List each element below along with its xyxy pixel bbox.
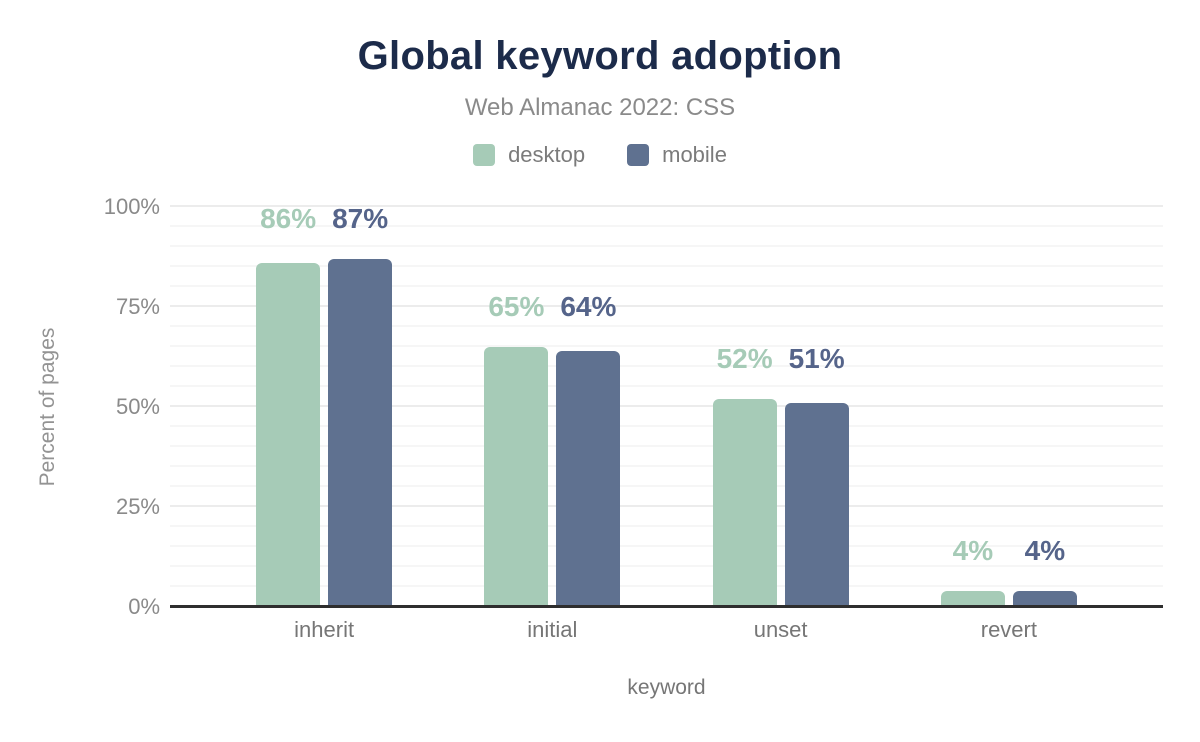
major-gridline bbox=[170, 305, 1163, 307]
value-label-initial-desktop: 65% bbox=[488, 291, 545, 322]
chart-title: Global keyword adoption bbox=[357, 34, 843, 78]
bar-group-inherit: 86% 87% bbox=[210, 203, 438, 607]
minor-gridline bbox=[170, 465, 1163, 467]
minor-gridline bbox=[170, 345, 1163, 347]
y-tick-label: 75% bbox=[115, 294, 160, 319]
y-tick-label: 25% bbox=[115, 494, 160, 519]
minor-gridline bbox=[170, 245, 1163, 247]
y-tick-label: 50% bbox=[115, 394, 160, 419]
minor-gridline bbox=[170, 265, 1163, 267]
bar-revert-mobile[interactable] bbox=[1012, 591, 1077, 607]
minor-gridline bbox=[170, 425, 1163, 427]
bar-initial-mobile[interactable] bbox=[556, 351, 621, 607]
minor-gridline bbox=[170, 285, 1163, 287]
chart-subtitle: Web Almanac 2022: CSS bbox=[464, 94, 736, 121]
legend-item-mobile[interactable]: mobile bbox=[627, 142, 727, 168]
x-tick-label-inherit: inherit bbox=[294, 617, 355, 642]
bar-group-initial: 65% 64% bbox=[438, 207, 666, 607]
x-tick-label-unset: unset bbox=[753, 617, 808, 642]
legend-label-mobile: mobile bbox=[662, 142, 727, 167]
bar-inherit-desktop[interactable] bbox=[256, 263, 321, 607]
legend-swatch-desktop-icon bbox=[473, 144, 496, 166]
minor-gridline bbox=[170, 385, 1163, 387]
bar-group-revert: 4% 4% bbox=[895, 207, 1123, 607]
minor-gridline bbox=[170, 445, 1163, 447]
minor-gridline bbox=[170, 525, 1163, 527]
minor-gridline bbox=[170, 225, 1163, 227]
bar-unset-desktop[interactable] bbox=[712, 399, 777, 607]
x-axis-tick-labels: inherit initial unset revert bbox=[210, 617, 1123, 643]
y-axis-tick-labels: 0% 25% 50% 75% 100% bbox=[0, 194, 160, 619]
minor-gridline bbox=[170, 485, 1163, 487]
bar-initial-desktop[interactable] bbox=[484, 347, 549, 607]
bar-revert-desktop[interactable] bbox=[940, 591, 1005, 607]
value-label-revert-desktop: 4% bbox=[952, 535, 994, 566]
x-tick-label-revert: revert bbox=[980, 617, 1037, 642]
bar-group-unset: 52% 51% bbox=[667, 207, 895, 607]
value-label-unset-mobile: 51% bbox=[788, 343, 845, 374]
bar-inherit-mobile[interactable] bbox=[328, 259, 393, 607]
plot-area: 86% 87% 65% 64% 52% 51% 4% 4% bbox=[170, 203, 1163, 608]
y-tick-label: 100% bbox=[103, 194, 160, 219]
minor-gridline bbox=[170, 585, 1163, 587]
value-label-inherit-mobile: 87% bbox=[332, 203, 389, 234]
value-label-inherit-desktop: 86% bbox=[260, 203, 317, 234]
bar-groups: 86% 87% 65% 64% 52% 51% 4% 4% bbox=[210, 203, 1123, 607]
value-label-revert-mobile: 4% bbox=[1024, 535, 1066, 566]
minor-gridline bbox=[170, 325, 1163, 327]
legend-label-desktop: desktop bbox=[508, 142, 586, 167]
minor-gridline bbox=[170, 365, 1163, 367]
y-tick-label: 0% bbox=[128, 594, 160, 619]
legend: desktop mobile bbox=[0, 142, 1200, 168]
bar-unset-mobile[interactable] bbox=[784, 403, 849, 607]
major-gridline bbox=[170, 205, 1163, 207]
value-label-initial-mobile: 64% bbox=[560, 291, 617, 322]
minor-gridline bbox=[170, 545, 1163, 547]
x-axis-title: keyword bbox=[627, 676, 706, 699]
major-gridline bbox=[170, 405, 1163, 407]
x-tick-label-initial: initial bbox=[527, 617, 578, 642]
minor-gridline bbox=[170, 565, 1163, 567]
major-gridline bbox=[170, 505, 1163, 507]
legend-swatch-mobile-icon bbox=[627, 144, 650, 166]
x-axis-line bbox=[170, 605, 1163, 608]
legend-item-desktop[interactable]: desktop bbox=[473, 142, 585, 168]
value-label-unset-desktop: 52% bbox=[716, 343, 773, 374]
